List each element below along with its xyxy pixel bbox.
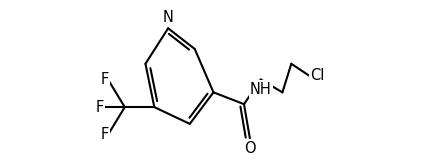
Text: NH: NH [250,82,272,96]
Text: N: N [163,10,173,25]
Text: F: F [96,100,104,115]
Text: Cl: Cl [310,68,325,83]
Text: O: O [244,141,256,156]
Text: F: F [101,127,109,142]
Text: F: F [101,72,109,87]
